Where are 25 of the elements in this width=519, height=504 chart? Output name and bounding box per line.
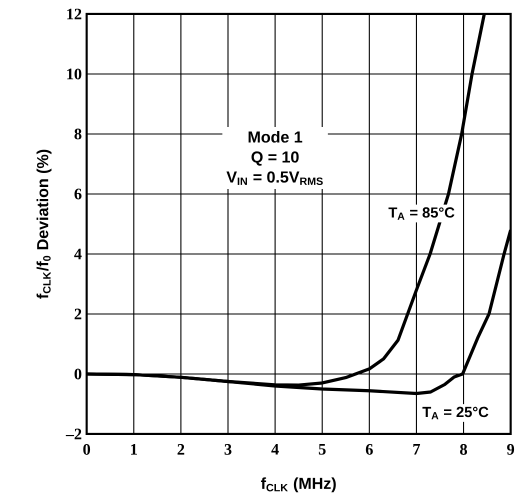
annotation: V$_{IN}$ = 0.5V$_{RMS}$ [226, 171, 323, 186]
x-tick-label: 9 [507, 444, 514, 455]
x-tick-label: 5 [318, 444, 326, 455]
annotation: Mode 1 [248, 130, 302, 143]
x-tick-label: 3 [224, 444, 232, 455]
annotation: Q = 10 [252, 151, 299, 166]
annotation: T$_{A}$ = 85°C [388, 207, 454, 220]
annotation: T$_{A}$ = 25°C [422, 406, 488, 420]
y-tick-label: 4 [74, 248, 82, 260]
x-axis-title: f$_{CLK}$ (MHz) [260, 477, 336, 492]
y-axis-title: f$_{CLK}$/f$_{0}$ Deviation (%) [36, 150, 52, 299]
x-tick-label: 7 [413, 444, 420, 455]
y-tick-label: 6 [74, 188, 82, 200]
x-tick-label: 1 [131, 444, 137, 455]
x-tick-label: 0 [83, 444, 90, 455]
y-tick-label: 2 [74, 308, 82, 320]
x-tick-label: 6 [366, 444, 373, 455]
y-tick-label: 10 [67, 68, 82, 80]
x-tick-label: 2 [178, 444, 184, 455]
y-tick-label: 12 [67, 8, 82, 20]
y-tick-label: 8 [74, 128, 82, 140]
y-tick-label: 0 [74, 368, 82, 380]
y-tick-label: –2 [66, 428, 82, 440]
x-tick-label: 8 [460, 444, 468, 455]
x-tick-label: 4 [271, 444, 279, 455]
